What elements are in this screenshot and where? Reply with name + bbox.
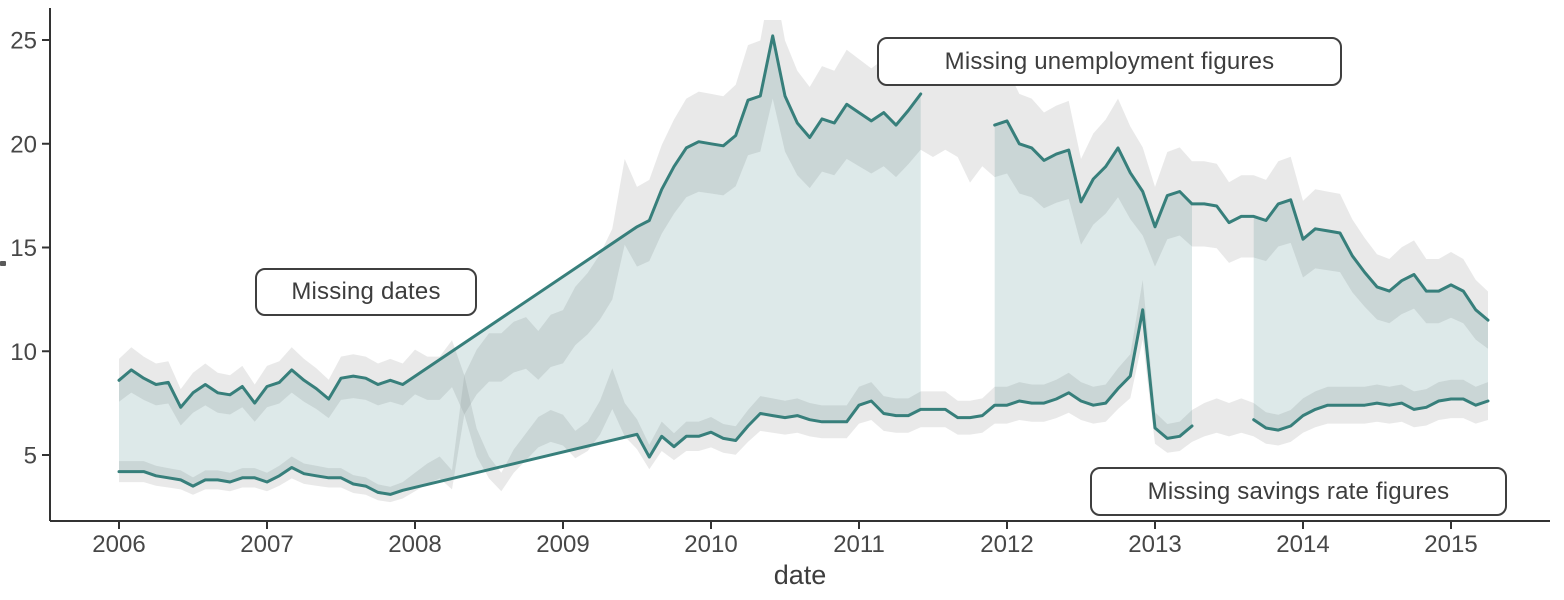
x-tick-label: 2015 xyxy=(1424,531,1477,558)
y-tick-label: 20 xyxy=(10,131,37,158)
x-tick-label: 2007 xyxy=(240,531,293,558)
x-tick-label: 2013 xyxy=(1128,531,1181,558)
annotation-missing-savings-rate-label: Missing savings rate figures xyxy=(1147,477,1450,505)
annotation-missing-dates: Missing dates xyxy=(255,268,477,316)
x-tick-label: 2008 xyxy=(388,531,441,558)
savings-rate-line xyxy=(117,308,1194,496)
between-series-fill xyxy=(119,35,921,495)
x-tick-label: 2009 xyxy=(536,531,589,558)
y-tick-label: 15 xyxy=(10,235,37,262)
annotation-missing-dates-label: Missing dates xyxy=(291,278,441,305)
savings-rate-line xyxy=(1252,397,1490,432)
between-series-fill xyxy=(1253,199,1488,431)
x-axis-title: date xyxy=(774,560,827,590)
between-series-fill xyxy=(994,120,1192,439)
unemployment-line xyxy=(993,119,1490,322)
annotation-missing-savings-rate: Missing savings rate figures xyxy=(1090,467,1507,516)
x-tick-label: 2012 xyxy=(980,531,1033,558)
unemployment-ribbon xyxy=(119,20,1488,426)
x-tick-label: 2011 xyxy=(833,531,885,558)
x-tick-label: 2010 xyxy=(684,531,737,558)
annotation-missing-unemployment: Missing unemployment figures xyxy=(877,37,1342,86)
y-tick-label: 25 xyxy=(10,28,37,55)
x-tick-label: 2006 xyxy=(92,531,145,558)
x-tick-label: 2014 xyxy=(1276,531,1329,558)
y-tick-label: 5 xyxy=(24,443,37,470)
y-tick-label: 10 xyxy=(10,339,37,366)
cropped-y-axis-title-fragment xyxy=(0,261,6,266)
annotation-missing-unemployment-label: Missing unemployment figures xyxy=(944,47,1275,75)
unemployment-line xyxy=(117,34,923,409)
